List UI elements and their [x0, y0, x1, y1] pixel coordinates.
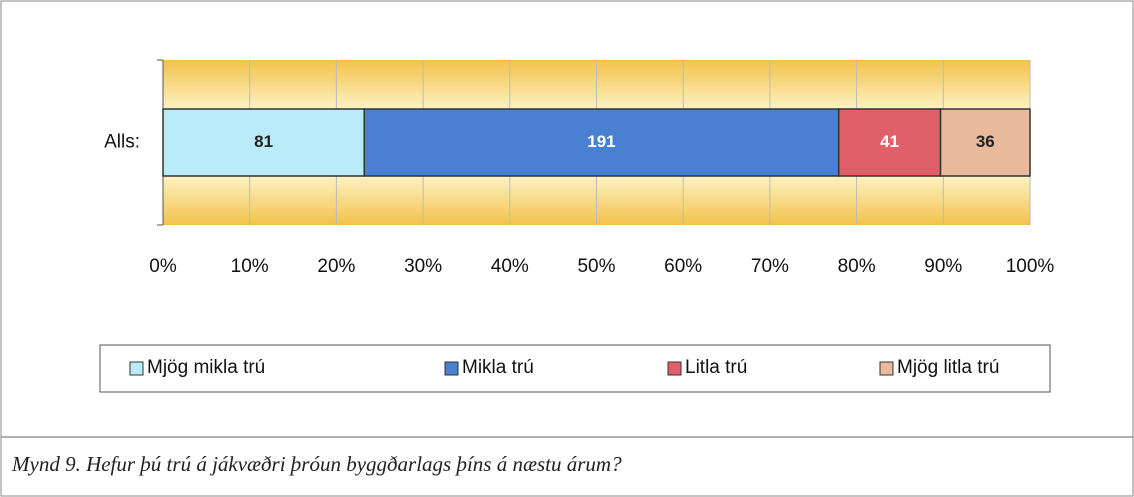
legend-swatch: [444, 361, 459, 376]
bar-segment: [162, 108, 365, 177]
legend-label: Mjög litla trú: [897, 357, 999, 378]
legend-label: Mikla trú: [462, 357, 534, 378]
x-tick-label: 90%: [924, 256, 962, 277]
caption: Mynd 9. Hefur þú trú á jákvæðri þróun by…: [11, 452, 622, 476]
data-label: 36: [976, 132, 995, 151]
legend-swatch: [667, 361, 682, 376]
legend-label: Litla trú: [685, 357, 747, 378]
x-tick-label: 30%: [404, 256, 442, 277]
x-tick-label: 20%: [317, 256, 355, 277]
x-tick-label: 80%: [838, 256, 876, 277]
legend-swatch: [879, 361, 894, 376]
data-label: 41: [880, 132, 899, 151]
x-tick-label: 70%: [751, 256, 789, 277]
x-tick-label: 60%: [664, 256, 702, 277]
x-tick-label: 0%: [149, 256, 177, 277]
x-tick-label: 50%: [577, 256, 615, 277]
x-tick-label: 10%: [231, 256, 269, 277]
bar-segment: [363, 108, 840, 177]
legend-label: Mjög mikla trú: [147, 357, 265, 378]
data-label: 191: [587, 132, 615, 151]
x-tick-label: 40%: [491, 256, 529, 277]
bar-segment: [939, 108, 1031, 177]
y-tick-label: Alls:: [104, 132, 140, 153]
legend-swatch: [129, 361, 144, 376]
data-label: 81: [254, 132, 273, 151]
x-tick-label: 100%: [1006, 256, 1055, 277]
